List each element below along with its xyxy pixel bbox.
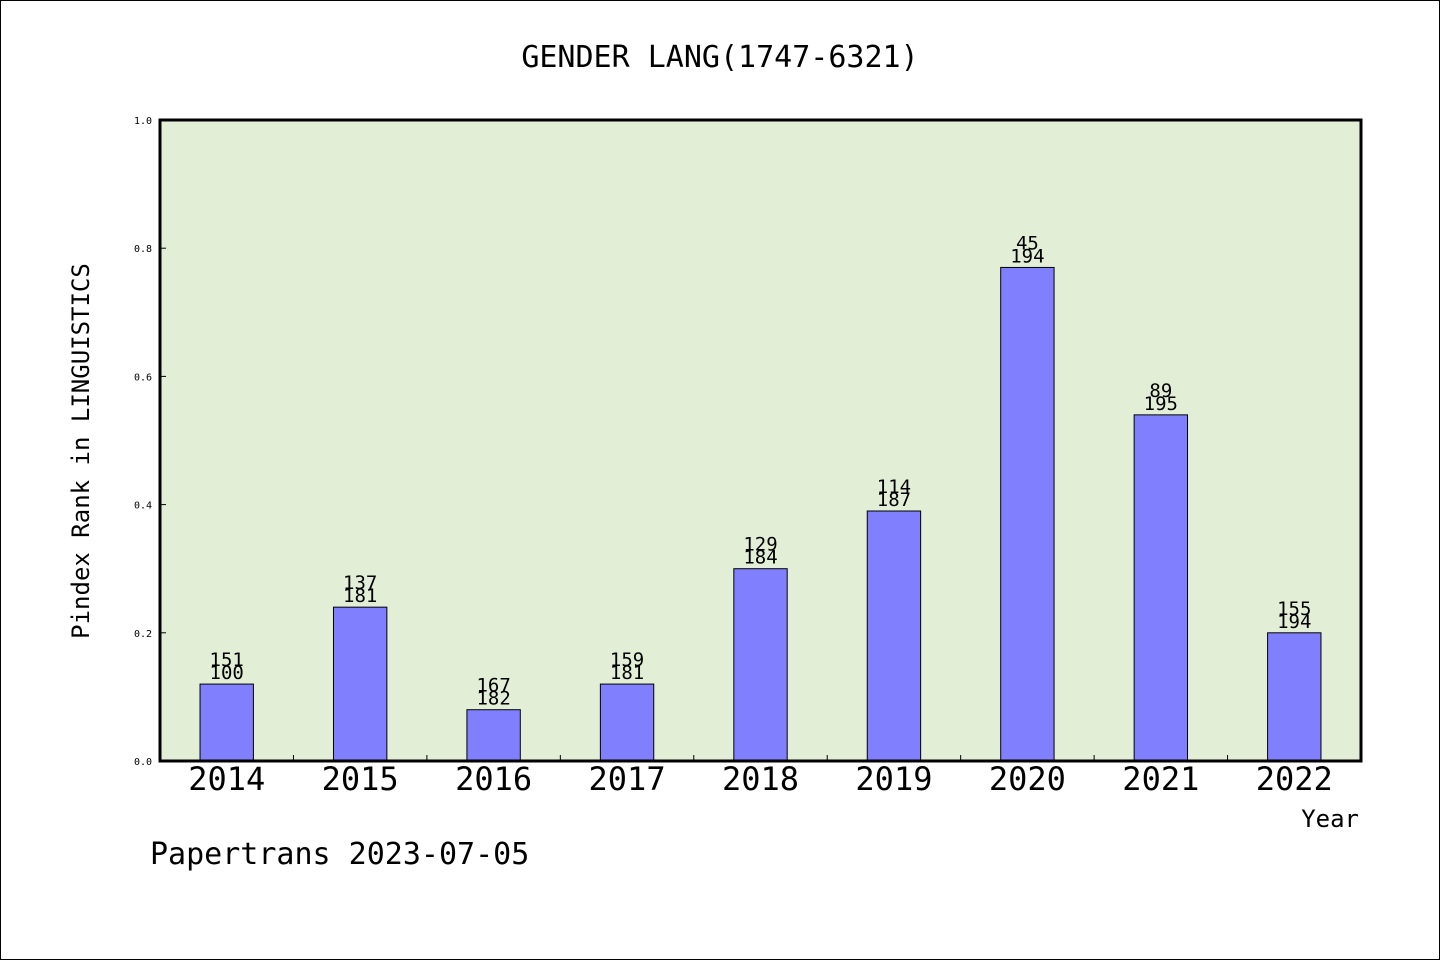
bar [199,683,254,762]
bar-rank-label: 151 [210,649,244,671]
y-tick-label: 0.0 [134,757,152,768]
y-axis-label: Pindex Rank in LINGUISTICS [67,263,95,639]
bar-rank-label: 159 [610,649,644,671]
x-tick-label: 2018 [722,760,799,798]
bar-rank-label: 137 [343,572,377,594]
bars-layer [199,266,1322,762]
x-tick-label: 2019 [855,760,932,798]
footer-credit: Papertrans 2023-07-05 [150,837,529,872]
bar-rank-label: 114 [877,476,911,498]
bar-total-label: 194 [1010,245,1044,267]
bar-labels-layer: 1511001371811671821591811291841141874519… [210,232,1312,709]
bar [733,568,788,762]
bar-rank-label: 167 [476,675,510,697]
bar-total-label: 194 [1277,611,1311,633]
y-tick-label: 1.0 [134,116,152,127]
bar [1267,632,1322,762]
bar [599,683,655,762]
y-tick-label: 0.2 [134,629,152,640]
y-tick-label: 0.6 [134,372,152,383]
chart-title: GENDER LANG(1747-6321) [521,40,918,75]
bar-total-label: 195 [1144,393,1178,415]
bar-rank-label: 89 [1149,380,1172,402]
bar [866,510,922,762]
bar-total-label: 181 [610,662,644,684]
bar [332,606,388,762]
bar [1133,414,1189,762]
x-tick-label: 2021 [1122,760,1199,798]
x-tick-label: 2016 [455,760,532,798]
bar-total-label: 184 [743,547,777,569]
bar [1000,266,1055,762]
bar-total-label: 100 [210,662,244,684]
x-tick-label: 2017 [589,760,666,798]
x-axis: 2014 2015 2016 2017 2018 2019 2020 2021 2022 [188,755,1333,798]
bar-total-label: 181 [343,585,377,607]
bar [466,709,521,762]
plot-border [158,118,1363,763]
y-tick-label: 0.4 [134,501,152,512]
bar-rank-label: 155 [1277,598,1311,620]
bar-total-label: 182 [476,688,510,710]
y-tick-label: 0.8 [134,244,152,255]
x-tick-label: 2015 [322,760,399,798]
bar-rank-label: 45 [1016,232,1039,254]
x-tick-label: 2022 [1256,760,1333,798]
bar-total-label: 187 [877,489,911,511]
x-tick-label: 2020 [989,760,1066,798]
x-axis-label: Year [1301,805,1359,833]
x-tick-label: 2014 [188,760,265,798]
bar-rank-label: 129 [743,534,777,556]
